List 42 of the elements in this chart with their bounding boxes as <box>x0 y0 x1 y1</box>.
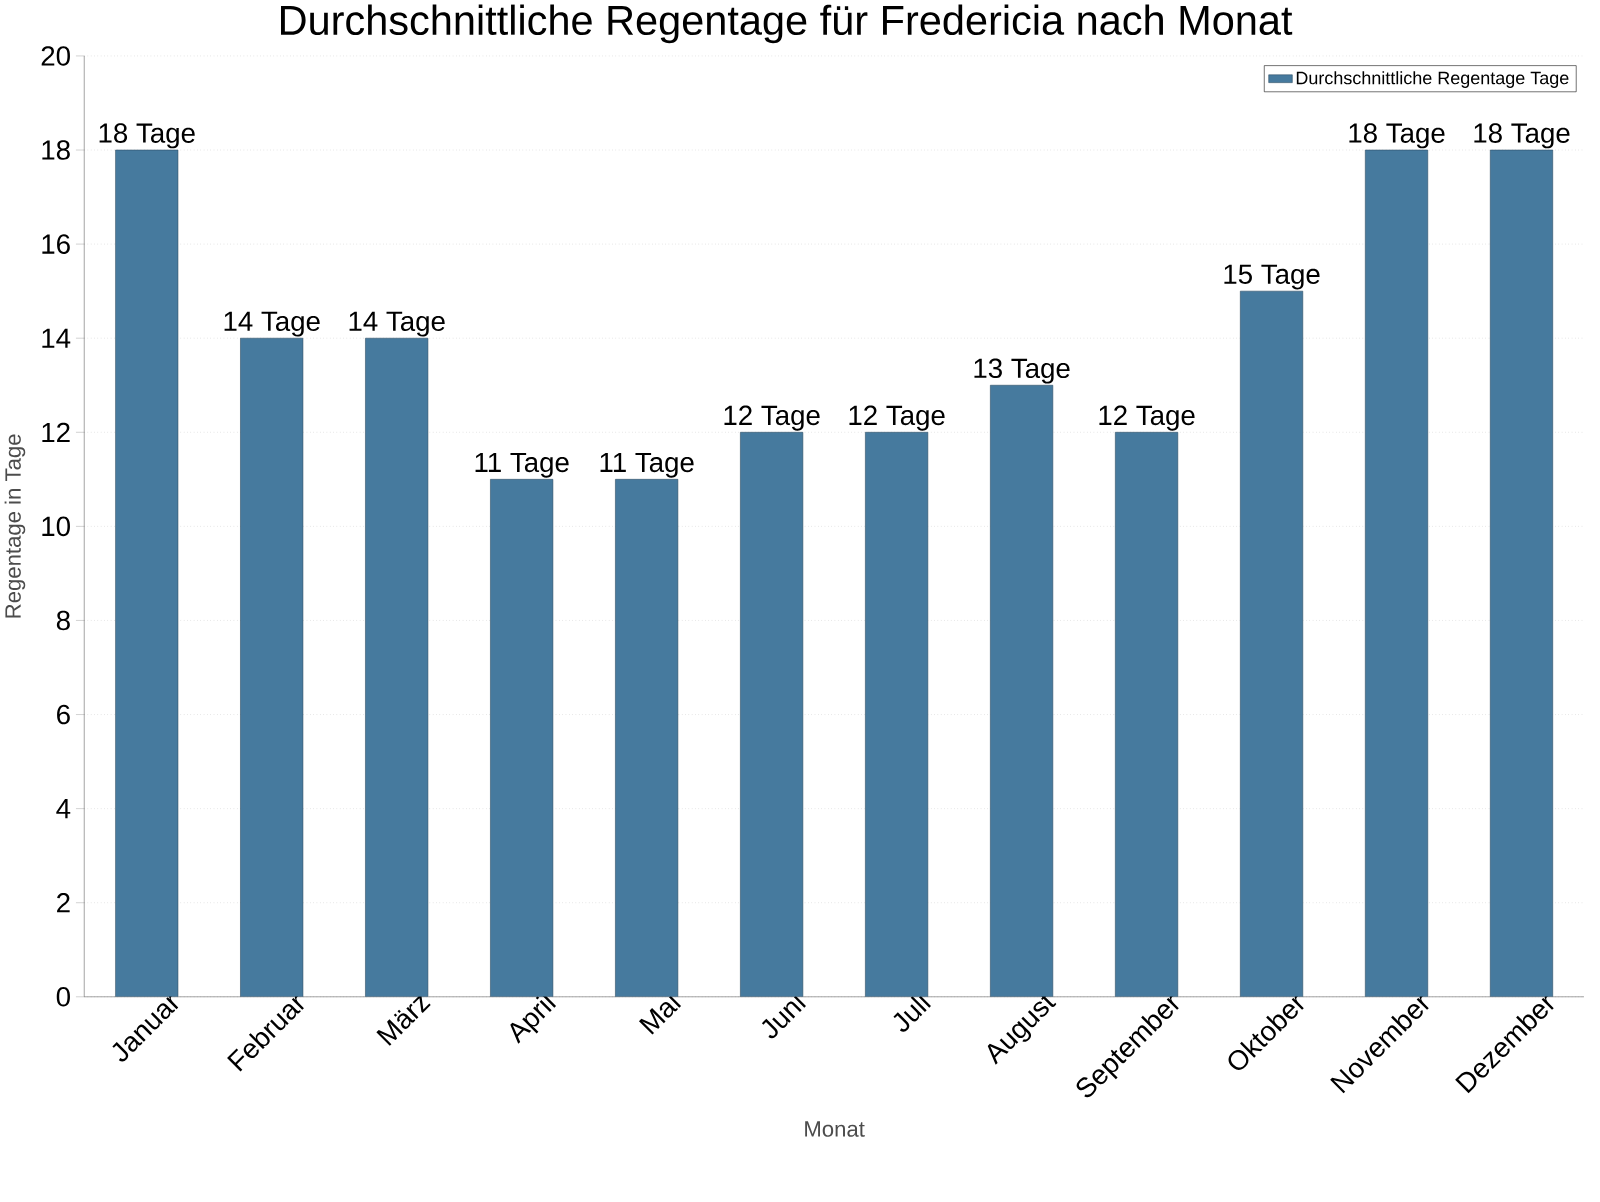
data-label: 18 Tage <box>1474 123 1570 149</box>
legend-label: Durchschnittliche Regentage Tage <box>1296 71 1569 89</box>
bar <box>365 338 429 997</box>
data-label: 18 Tage <box>1349 123 1445 149</box>
bar <box>1240 290 1304 997</box>
bar <box>740 432 804 997</box>
bar <box>865 432 929 997</box>
bar <box>490 479 554 997</box>
data-label: 12 Tage <box>724 405 820 431</box>
data-label: 11 Tage <box>600 453 694 478</box>
bar <box>1115 432 1179 997</box>
bar <box>1490 149 1554 997</box>
data-label: 13 Tage <box>974 358 1070 384</box>
bar <box>240 338 304 997</box>
bar <box>615 479 679 997</box>
y-tick-label: 6 <box>57 704 70 725</box>
y-axis-title: Regentage in Tage <box>4 434 26 618</box>
y-tick-label: 8 <box>56 610 70 631</box>
y-tick-label: 0 <box>56 987 70 1007</box>
data-label: 15 Tage <box>1224 264 1320 290</box>
bar <box>1365 149 1429 997</box>
data-label: 12 Tage <box>1099 405 1195 431</box>
y-tick-label: 12 <box>42 422 70 443</box>
y-tick-label: 10 <box>42 516 70 537</box>
y-tick-label: 14 <box>42 328 71 348</box>
x-tick-label: Juni <box>761 991 806 1039</box>
y-tick-label: 16 <box>42 234 70 254</box>
data-label: 14 Tage <box>349 311 445 337</box>
data-label: 14 Tage <box>224 311 320 337</box>
y-tick-label: 18 <box>42 140 70 160</box>
bar <box>990 385 1054 997</box>
y-tick-label: 2 <box>57 893 70 913</box>
chart-title: Durchschnittliche Regentage für Fredericia nach Monat <box>281 4 1293 44</box>
y-tick-label: 20 <box>41 46 70 66</box>
x-axis-title: Monat <box>805 1121 865 1137</box>
x-tick-label: Juli <box>893 991 931 1032</box>
x-tick-label: Mai <box>638 991 682 1035</box>
data-label: 11 Tage <box>475 453 569 478</box>
y-tick-label: 4 <box>56 799 71 819</box>
bar <box>115 149 179 997</box>
data-label: 18 Tage <box>99 123 195 149</box>
data-label: 12 Tage <box>849 405 945 431</box>
